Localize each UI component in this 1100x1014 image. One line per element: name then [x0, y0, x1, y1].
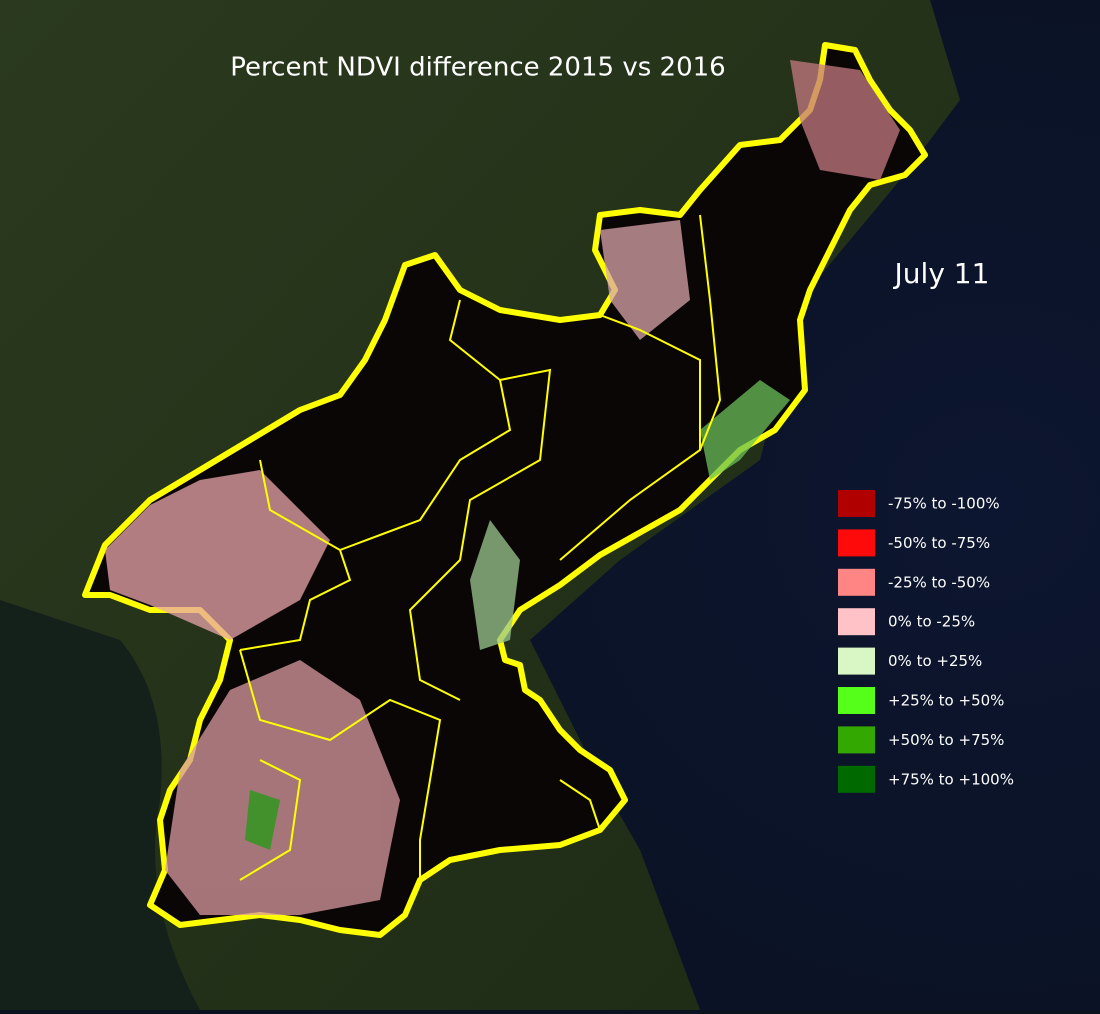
province-borders	[239, 214, 722, 881]
legend-swatch	[838, 765, 875, 793]
legend-label: -50% to -75%	[888, 534, 990, 552]
legend-label: +50% to +75%	[888, 731, 1004, 749]
legend-label: +75% to +100%	[888, 770, 1014, 788]
legend-label: 0% to +25%	[888, 652, 982, 670]
legend: -75% to -100% -50% to -75% -25% to -50% 0% …	[838, 490, 1014, 793]
legend-swatch	[838, 726, 875, 754]
legend-label: +25% to +50%	[888, 692, 1004, 710]
map-title: Percent NDVI difference 2015 vs 2016	[230, 53, 725, 83]
legend-swatch	[838, 568, 875, 596]
legend-label: -25% to -50%	[888, 573, 990, 591]
date-label: July 11	[893, 257, 990, 290]
legend-label: 0% to -25%	[888, 613, 975, 631]
legend-swatch	[838, 529, 875, 557]
legend-swatch	[838, 490, 875, 517]
legend-swatch	[838, 647, 875, 675]
legend-swatch	[838, 687, 875, 714]
legend-label: -75% to -100%	[888, 495, 1000, 513]
legend-swatch	[838, 608, 875, 636]
